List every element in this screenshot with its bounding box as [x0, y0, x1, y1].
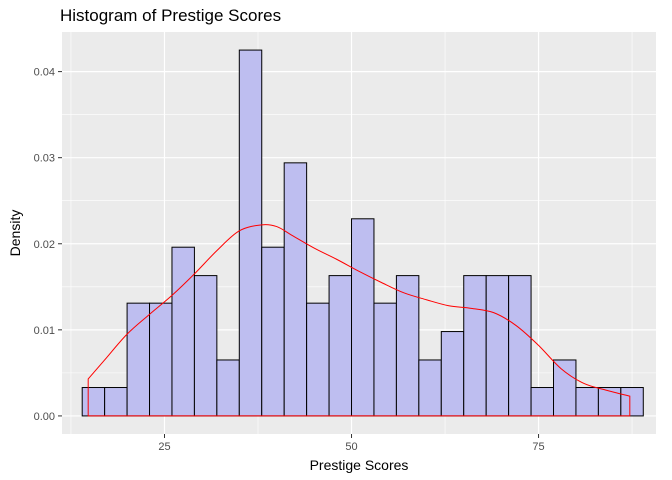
histogram-bar: [328, 275, 353, 417]
y-tick-label: 0.04: [34, 67, 55, 79]
y-tick-label: 0.02: [34, 239, 55, 251]
x-axis: 25 50 75: [158, 434, 545, 453]
y-axis: 0.00 0.01 0.02 0.03 0.04: [34, 67, 62, 423]
histogram-bar: [463, 275, 487, 417]
histogram-bar: [104, 387, 128, 417]
histogram-bar: [351, 218, 375, 417]
histogram-bar: [373, 302, 397, 417]
density-curve: [87, 224, 631, 417]
y-axis-title: Density: [7, 210, 23, 257]
histogram-bar: [553, 359, 577, 417]
histogram-bar: [238, 49, 263, 417]
x-tick-label: 25: [158, 441, 170, 453]
histogram-bar: [597, 387, 622, 417]
histogram-bar: [485, 275, 510, 417]
histogram-bar: [620, 387, 644, 417]
histogram-bar: [216, 359, 240, 417]
histogram-bar: [530, 387, 555, 417]
density-curve-layer: [87, 224, 631, 417]
histogram-bar: [171, 246, 195, 417]
y-tick-label: 0.03: [34, 153, 55, 165]
x-tick-label: 75: [532, 441, 544, 453]
histogram-bar: [261, 246, 285, 417]
histogram-bar: [283, 162, 308, 417]
histogram-bar: [508, 275, 532, 417]
histogram-bar: [306, 302, 330, 417]
histogram-bar: [81, 387, 106, 417]
histogram-bar: [418, 359, 442, 417]
histogram-bar: [149, 302, 173, 417]
y-tick-label: 0.01: [34, 325, 55, 337]
x-tick-label: 50: [345, 441, 357, 453]
histogram-bar: [193, 275, 218, 417]
x-axis-title: Prestige Scores: [310, 457, 409, 473]
y-tick-label: 0.00: [34, 411, 55, 423]
histogram-bar: [575, 387, 599, 417]
chart-title: Histogram of Prestige Scores: [60, 6, 282, 25]
histogram-bar: [126, 302, 151, 417]
histogram-bar: [440, 331, 465, 417]
